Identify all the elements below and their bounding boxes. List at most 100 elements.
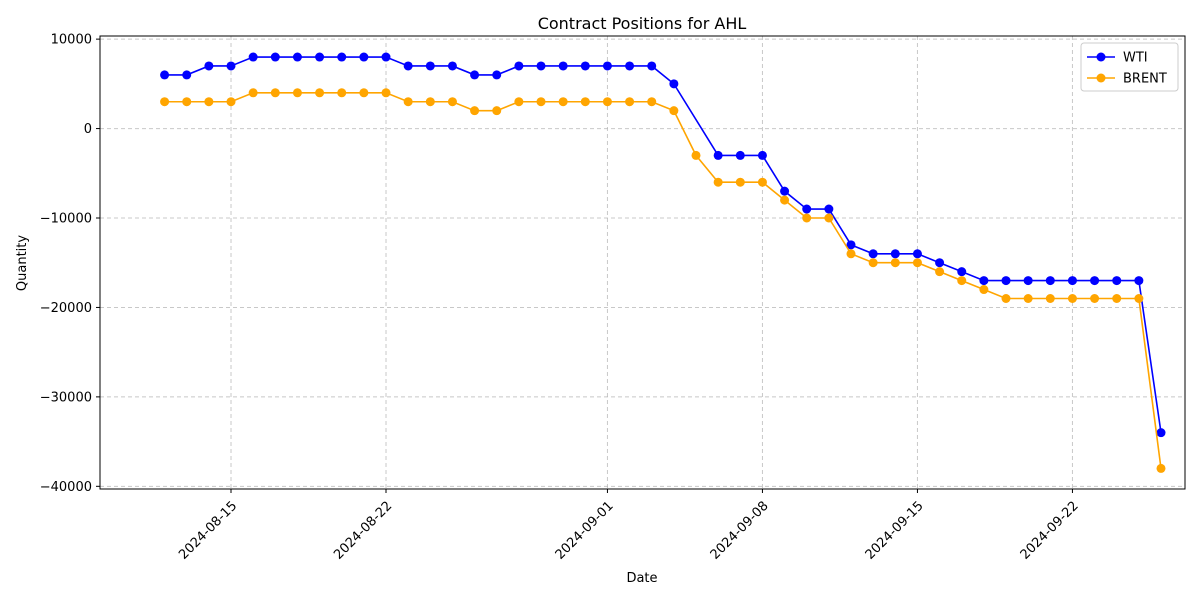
data-point-wti bbox=[757, 150, 767, 160]
data-point-brent bbox=[403, 97, 413, 107]
data-point-wti bbox=[868, 249, 878, 259]
y-tick-label: −10000 bbox=[40, 212, 92, 227]
data-point-brent bbox=[647, 97, 657, 107]
data-point-wti bbox=[1112, 276, 1122, 286]
x-tick-label: 2024-08-15 bbox=[176, 499, 240, 563]
data-point-brent bbox=[780, 195, 790, 205]
data-point-brent bbox=[890, 258, 900, 268]
data-point-brent bbox=[735, 177, 745, 187]
data-point-brent bbox=[536, 97, 546, 107]
legend: WTI BRENT bbox=[1080, 42, 1179, 92]
data-point-wti bbox=[1001, 276, 1011, 286]
chart-title: Contract Positions for AHL bbox=[538, 14, 747, 33]
data-point-wti bbox=[580, 61, 590, 71]
data-point-wti bbox=[802, 204, 812, 214]
legend-marker-wti bbox=[1096, 52, 1106, 62]
data-point-wti bbox=[824, 204, 834, 214]
data-point-brent bbox=[447, 97, 457, 107]
data-point-wti bbox=[447, 61, 457, 71]
data-point-wti bbox=[669, 79, 679, 89]
data-point-brent bbox=[912, 258, 922, 268]
data-point-brent bbox=[580, 97, 590, 107]
data-point-brent bbox=[625, 97, 635, 107]
data-point-wti bbox=[248, 52, 258, 62]
y-tick-label: −40000 bbox=[40, 480, 92, 495]
data-point-wti bbox=[713, 150, 723, 160]
data-point-brent bbox=[1001, 294, 1011, 303]
data-point-wti bbox=[1134, 276, 1144, 286]
data-point-wti bbox=[1090, 276, 1100, 286]
data-point-brent bbox=[1023, 294, 1033, 303]
x-tick-label: 2024-09-01 bbox=[553, 499, 617, 563]
data-point-brent bbox=[1045, 294, 1055, 303]
data-point-brent bbox=[270, 88, 280, 98]
x-tick-label: 2024-09-08 bbox=[708, 499, 772, 563]
data-point-wti bbox=[846, 240, 856, 250]
x-tick-label: 2024-09-15 bbox=[863, 499, 927, 563]
data-point-brent bbox=[204, 97, 214, 107]
data-point-wti bbox=[957, 267, 967, 277]
data-point-brent bbox=[757, 177, 767, 187]
y-tick-label: −20000 bbox=[40, 301, 92, 316]
data-point-wti bbox=[558, 61, 568, 71]
data-point-brent bbox=[1067, 294, 1077, 303]
data-point-wti bbox=[337, 52, 347, 62]
data-point-wti bbox=[226, 61, 236, 71]
data-point-wti bbox=[204, 61, 214, 71]
data-point-brent bbox=[868, 258, 878, 268]
data-point-brent bbox=[337, 88, 347, 98]
data-point-brent bbox=[691, 150, 701, 160]
y-tick-label: −30000 bbox=[40, 390, 92, 405]
data-point-wti bbox=[536, 61, 546, 71]
data-point-brent bbox=[160, 97, 170, 107]
x-axis-title: Date bbox=[626, 571, 657, 586]
y-tick-label: 0 bbox=[84, 122, 92, 137]
plot-frame bbox=[99, 35, 1186, 490]
data-point-brent bbox=[226, 97, 236, 107]
data-point-wti bbox=[602, 61, 612, 71]
data-point-brent bbox=[359, 88, 369, 98]
data-point-brent bbox=[492, 106, 502, 116]
data-point-wti bbox=[647, 61, 657, 71]
data-point-brent bbox=[514, 97, 524, 107]
x-tick-label: 2024-08-22 bbox=[331, 499, 395, 563]
legend-marker-brent bbox=[1096, 73, 1106, 83]
data-point-brent bbox=[802, 213, 812, 223]
data-point-wti bbox=[979, 276, 989, 286]
grid bbox=[100, 36, 1185, 489]
data-point-brent bbox=[425, 97, 435, 107]
data-point-wti bbox=[381, 52, 391, 62]
data-point-brent bbox=[292, 88, 302, 98]
x-tick-label: 2024-09-22 bbox=[1018, 499, 1082, 563]
data-point-wti bbox=[470, 70, 480, 80]
series-line-brent bbox=[164, 91, 1162, 469]
data-point-brent bbox=[957, 276, 967, 286]
data-point-wti bbox=[270, 52, 280, 62]
data-point-wti bbox=[735, 150, 745, 160]
data-point-wti bbox=[935, 258, 945, 268]
data-point-wti bbox=[625, 61, 635, 71]
y-tick-label: 10000 bbox=[51, 33, 92, 48]
data-point-wti bbox=[160, 70, 170, 80]
data-point-brent bbox=[602, 97, 612, 107]
data-point-wti bbox=[292, 52, 302, 62]
data-point-wti bbox=[315, 52, 325, 62]
data-point-brent bbox=[1134, 294, 1144, 303]
data-point-brent bbox=[470, 106, 480, 116]
data-point-brent bbox=[935, 267, 945, 277]
data-point-brent bbox=[558, 97, 568, 107]
data-point-wti bbox=[492, 70, 502, 80]
data-point-brent bbox=[315, 88, 325, 98]
data-point-brent bbox=[182, 97, 192, 107]
data-point-brent bbox=[979, 285, 989, 295]
data-point-wti bbox=[182, 70, 192, 80]
data-point-brent bbox=[713, 177, 723, 187]
data-point-wti bbox=[1067, 276, 1077, 286]
data-point-brent bbox=[1156, 463, 1166, 473]
data-point-wti bbox=[425, 61, 435, 71]
tick-layer: 10000 0 −10000 −20000 −30000 −40000 2024-08-15… bbox=[40, 33, 1082, 563]
data-point-brent bbox=[1090, 294, 1100, 303]
data-point-wti bbox=[514, 61, 524, 71]
y-axis-title: Quantity bbox=[15, 235, 30, 291]
data-point-brent bbox=[381, 88, 391, 98]
